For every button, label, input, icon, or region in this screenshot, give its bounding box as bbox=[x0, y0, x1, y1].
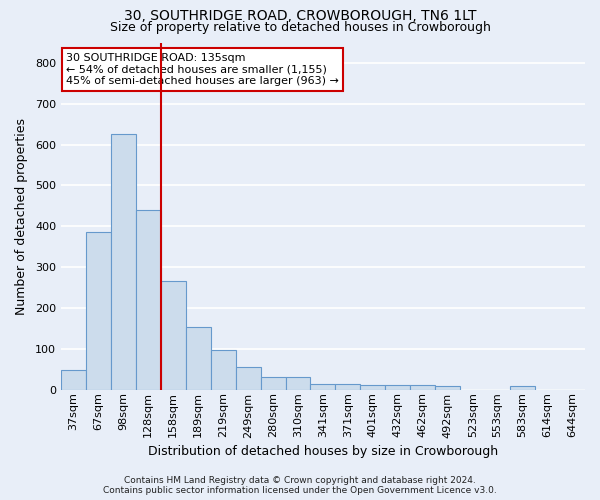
Bar bbox=[86, 232, 111, 390]
Bar bbox=[211, 350, 236, 390]
Bar bbox=[286, 378, 310, 390]
Bar bbox=[435, 386, 460, 390]
Bar bbox=[161, 280, 186, 390]
Y-axis label: Number of detached properties: Number of detached properties bbox=[15, 118, 28, 314]
Text: 30, SOUTHRIDGE ROAD, CROWBOROUGH, TN6 1LT: 30, SOUTHRIDGE ROAD, CROWBOROUGH, TN6 1L… bbox=[124, 9, 476, 23]
Text: 30 SOUTHRIDGE ROAD: 135sqm
← 54% of detached houses are smaller (1,155)
45% of s: 30 SOUTHRIDGE ROAD: 135sqm ← 54% of deta… bbox=[66, 53, 339, 86]
Bar bbox=[111, 134, 136, 390]
Bar bbox=[186, 327, 211, 390]
Bar bbox=[410, 385, 435, 390]
Bar bbox=[335, 384, 361, 390]
Bar bbox=[260, 378, 286, 390]
Bar bbox=[310, 384, 335, 390]
Bar bbox=[236, 367, 260, 390]
Bar bbox=[61, 370, 86, 390]
X-axis label: Distribution of detached houses by size in Crowborough: Distribution of detached houses by size … bbox=[148, 444, 498, 458]
Bar bbox=[136, 210, 161, 390]
Bar bbox=[510, 386, 535, 390]
Bar bbox=[361, 385, 385, 390]
Text: Contains HM Land Registry data © Crown copyright and database right 2024.
Contai: Contains HM Land Registry data © Crown c… bbox=[103, 476, 497, 495]
Bar bbox=[385, 385, 410, 390]
Text: Size of property relative to detached houses in Crowborough: Size of property relative to detached ho… bbox=[110, 21, 490, 34]
